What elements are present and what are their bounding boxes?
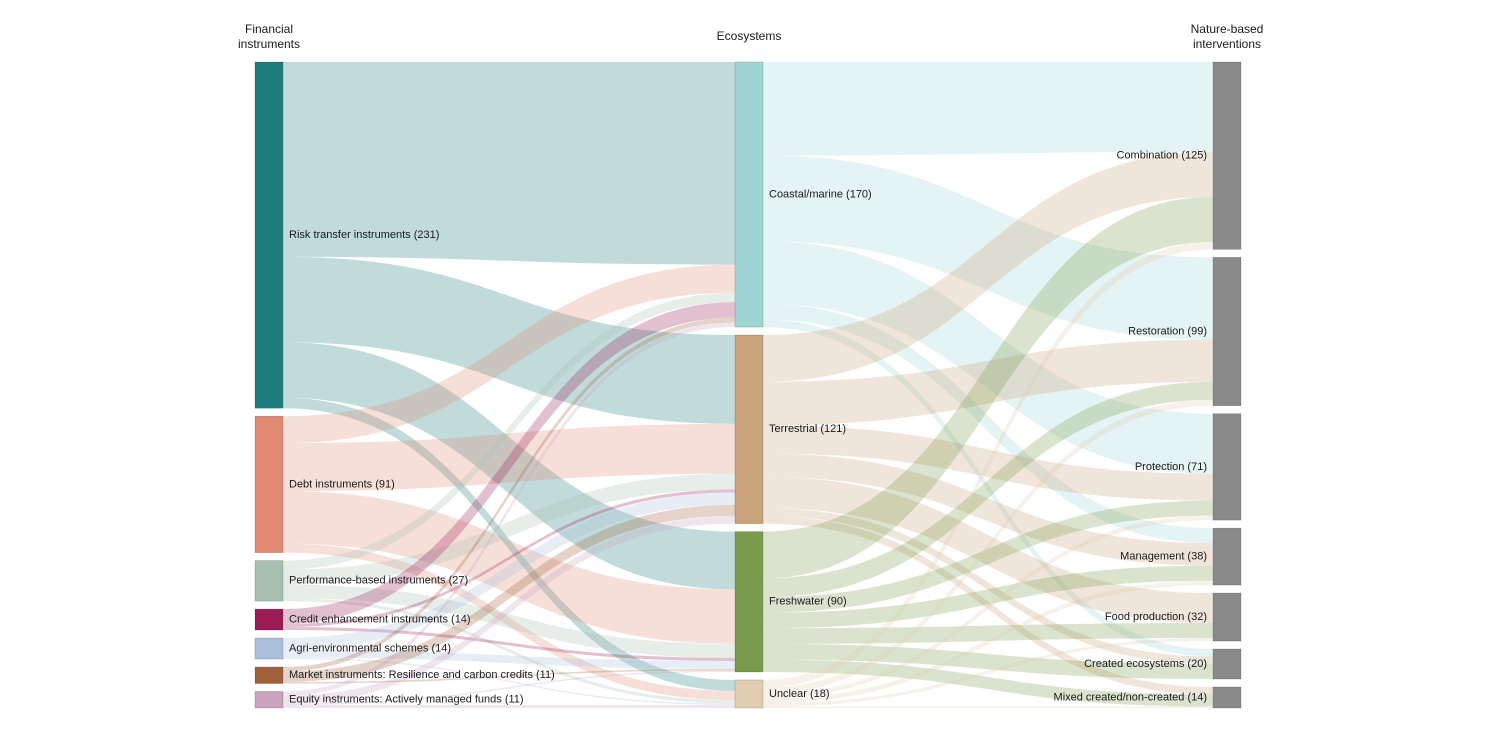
flow-equity-to-terr bbox=[283, 515, 735, 704]
flow-risk-to-fresh bbox=[283, 342, 735, 590]
flow-credit-to-fresh bbox=[283, 627, 735, 662]
flow-debt-to-coastal bbox=[283, 264, 735, 444]
flow-perf-to-terr bbox=[283, 473, 735, 585]
label-ecosystem-unclear: Unclear (18) bbox=[769, 688, 830, 700]
flow-unclear-to-mgmt bbox=[763, 580, 1213, 704]
label-instrument-equity: Equity instruments: Actively managed fun… bbox=[289, 694, 524, 706]
label-instrument-risk: Risk transfer instruments (231) bbox=[289, 229, 439, 241]
node-instrument-perf bbox=[254, 560, 284, 602]
node-intervention-food bbox=[1212, 592, 1242, 642]
flow-equity-to-unclear bbox=[283, 704, 735, 708]
flow-fresh-to-rest bbox=[763, 381, 1213, 598]
header-nature-based-interventions-line-2: interventions bbox=[1193, 37, 1261, 51]
label-intervention-prot: Protection (71) bbox=[1135, 461, 1207, 473]
flow-risk-to-terr bbox=[283, 256, 735, 424]
flow-debt-to-unclear bbox=[283, 543, 735, 701]
node-ecosystem-coastal bbox=[734, 61, 764, 328]
node-ecosystem-fresh bbox=[734, 531, 764, 673]
flow-market-to-terr bbox=[283, 504, 735, 683]
label-instrument-debt: Debt instruments (91) bbox=[289, 478, 395, 490]
label-instrument-credit: Credit enhancement instruments (14) bbox=[289, 613, 471, 625]
node-intervention-rest bbox=[1212, 257, 1242, 407]
label-intervention-rest: Restoration (99) bbox=[1128, 325, 1207, 337]
label-instrument-agri: Agri-environmental schemes (14) bbox=[289, 642, 451, 654]
flow-terr-to-prot bbox=[763, 425, 1213, 501]
flow-unclear-to-food bbox=[763, 638, 1213, 707]
flow-market-to-fresh bbox=[283, 668, 735, 684]
node-instrument-credit bbox=[254, 608, 284, 631]
flow-fresh-to-created bbox=[763, 643, 1213, 680]
nodes-layer bbox=[254, 61, 1242, 709]
flow-unclear-to-comb bbox=[763, 241, 1213, 688]
node-intervention-created bbox=[1212, 648, 1242, 680]
flow-risk-to-unclear bbox=[283, 397, 735, 691]
flow-coastal-to-prot bbox=[763, 241, 1213, 474]
node-instrument-debt bbox=[254, 415, 284, 553]
node-ecosystem-unclear bbox=[734, 679, 764, 709]
label-instrument-perf: Performance-based instruments (27) bbox=[289, 575, 468, 587]
node-instrument-risk bbox=[254, 61, 284, 409]
label-ecosystem-coastal: Coastal/marine (170) bbox=[769, 188, 872, 200]
node-instrument-market bbox=[254, 666, 284, 684]
label-intervention-mgmt: Management (38) bbox=[1120, 551, 1207, 563]
flow-terr-to-comb bbox=[763, 151, 1213, 382]
flow-terr-to-mgmt bbox=[763, 453, 1213, 566]
node-intervention-mgmt bbox=[1212, 527, 1242, 586]
flow-fresh-to-food bbox=[763, 623, 1213, 644]
links-layer bbox=[283, 62, 1213, 708]
flow-coastal-to-rest bbox=[763, 155, 1213, 340]
flow-perf-to-fresh bbox=[283, 584, 735, 658]
flow-coastal-to-comb bbox=[763, 62, 1213, 156]
labels-layer: Risk transfer instruments (231) Debt inst… bbox=[289, 150, 1207, 706]
flow-terr-to-rest bbox=[763, 339, 1213, 426]
flow-unclear-to-prot bbox=[763, 515, 1213, 699]
node-instrument-equity bbox=[254, 691, 284, 709]
header-ecosystems-line-1: Ecosystems bbox=[717, 29, 782, 43]
flow-agri-to-terr bbox=[283, 492, 735, 651]
flow-market-to-coastal bbox=[283, 317, 735, 672]
node-ecosystem-terr bbox=[734, 334, 764, 524]
flow-fresh-to-mixed bbox=[763, 659, 1213, 707]
header-financial-instruments-line-1: Financial bbox=[245, 22, 293, 36]
header-financial-instruments-line-2: instruments bbox=[238, 37, 300, 51]
flow-coastal-to-created bbox=[763, 319, 1213, 657]
flow-unclear-to-rest bbox=[763, 399, 1213, 694]
node-intervention-prot bbox=[1212, 413, 1242, 521]
node-intervention-mixed bbox=[1212, 686, 1242, 709]
flow-equity-to-coastal bbox=[283, 322, 735, 697]
flow-risk-to-coastal bbox=[283, 62, 735, 265]
flow-terr-to-food bbox=[763, 476, 1213, 624]
label-intervention-food: Food production (32) bbox=[1105, 611, 1207, 623]
flow-perf-to-coastal bbox=[283, 292, 735, 570]
flow-agri-to-fresh bbox=[283, 650, 735, 669]
flow-credit-to-terr bbox=[283, 489, 735, 628]
flow-debt-to-terr bbox=[283, 423, 735, 492]
flow-perf-to-unclear bbox=[283, 598, 735, 704]
label-intervention-created: Created ecosystems (20) bbox=[1084, 658, 1207, 670]
label-intervention-comb: Combination (125) bbox=[1117, 150, 1208, 162]
header-nature-based-interventions-line-1: Nature-based bbox=[1191, 22, 1264, 36]
node-intervention-comb bbox=[1212, 61, 1242, 250]
flow-equity-to-fresh bbox=[283, 670, 735, 706]
label-instrument-market: Market instruments: Resilience and carbo… bbox=[289, 669, 555, 681]
label-ecosystem-terr: Terrestrial (121) bbox=[769, 423, 846, 435]
label-intervention-mixed: Mixed created/non-created (14) bbox=[1054, 691, 1207, 703]
flow-debt-to-fresh bbox=[283, 491, 735, 644]
label-ecosystem-fresh: Freshwater (90) bbox=[769, 596, 847, 608]
flow-fresh-to-comb bbox=[763, 196, 1213, 579]
flow-credit-to-coastal bbox=[283, 302, 735, 625]
flow-terr-to-mixed bbox=[763, 515, 1213, 695]
flow-coastal-to-mgmt bbox=[763, 303, 1213, 544]
flow-agri-to-unclear bbox=[283, 657, 735, 705]
flow-fresh-to-mgmt bbox=[763, 565, 1213, 629]
flow-unclear-to-mixed bbox=[763, 706, 1213, 708]
node-instrument-agri bbox=[254, 637, 284, 660]
flow-fresh-to-prot bbox=[763, 500, 1213, 613]
flow-terr-to-created bbox=[763, 508, 1213, 665]
